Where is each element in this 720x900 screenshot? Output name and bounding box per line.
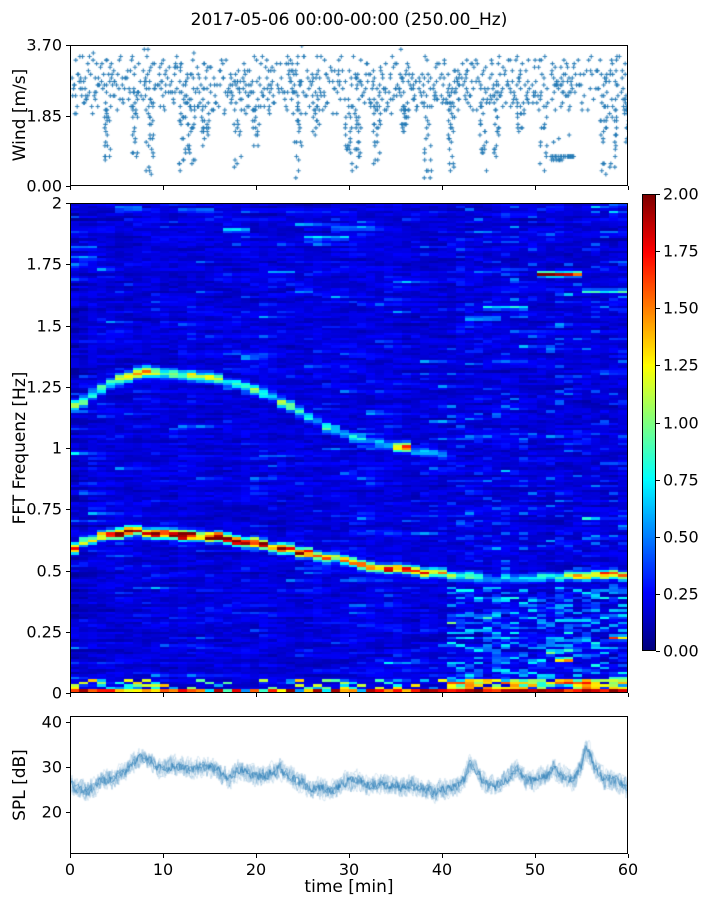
wind-x-tickmark (349, 186, 350, 190)
spectrogram-y-tick-label: 0.5 (36, 561, 62, 580)
spl-panel (70, 716, 628, 854)
wind-x-tickmark (535, 186, 536, 190)
wind-y-tick-label: 1.85 (26, 106, 62, 125)
spl-x-tickmark (349, 854, 350, 858)
wind-x-tickmark (628, 186, 629, 190)
spectrogram-y-tick-label: 0.75 (26, 499, 62, 519)
spectrogram-x-tickmark (256, 693, 257, 697)
spl-y-tick-label: 40 (41, 712, 62, 732)
x-axis-label: time [min] (304, 877, 394, 897)
wind-y-tick-label: 3.70 (26, 35, 62, 55)
spectrogram-y-tickmark (66, 325, 70, 327)
spl-x-tick-label: 50 (524, 860, 546, 879)
spl-y-tick-label: 30 (41, 757, 62, 777)
colorbar-tickmark (656, 251, 660, 253)
spl-x-tickmark (535, 854, 536, 858)
spectrogram-y-tick-label: 1.25 (26, 377, 62, 397)
colorbar-tickmark (656, 422, 660, 424)
spl-x-tick-label: 0 (64, 860, 76, 879)
spectrogram-x-tickmark (349, 693, 350, 697)
figure-title: 2017-05-06 00:00-00:00 (250.00_Hz) (190, 10, 508, 30)
spectrogram-x-tickmark (442, 693, 443, 697)
spectrogram-y-tickmark (66, 509, 70, 511)
colorbar-canvas (643, 195, 655, 650)
wind-y-tickmark (66, 186, 70, 187)
colorbar-tickmark (656, 479, 660, 481)
spl-x-tick-label: 20 (245, 860, 267, 879)
colorbar-tickmark (656, 194, 660, 195)
colorbar-tickmark (656, 536, 660, 538)
spl-y-tickmark (66, 812, 70, 814)
spectrogram-y-tickmark (66, 203, 70, 204)
spectrogram-y-tick-label: 2 (51, 193, 62, 213)
colorbar-tick-label: 1.00 (663, 413, 699, 432)
colorbar-tickmark (656, 308, 660, 310)
colorbar (642, 194, 656, 651)
spl-y-tickmark (66, 766, 70, 768)
wind-y-tick-label: 0.00 (26, 176, 62, 196)
wind-y-tickmark (66, 115, 70, 117)
spl-x-tickmark (628, 854, 629, 858)
wind-x-tickmark (256, 186, 257, 190)
spectrogram-y-tick-label: 1 (51, 438, 62, 458)
spl-x-tick-label: 60 (617, 860, 639, 879)
spl-x-tick-label: 30 (338, 860, 360, 879)
spectrogram-y-tick-label: 1.5 (36, 316, 62, 335)
colorbar-tickmark (656, 593, 660, 595)
spectrogram-panel (70, 203, 628, 693)
spl-x-tick-label: 40 (431, 860, 453, 879)
spectrogram-y-tickmark (66, 631, 70, 633)
colorbar-tick-label: 1.25 (663, 355, 699, 375)
spectrogram-y-tickmark (66, 264, 70, 266)
colorbar-tick-label: 0.75 (663, 470, 699, 490)
spectrogram-x-tickmark (535, 693, 536, 697)
spl-y-tick-label: 20 (41, 802, 62, 822)
spectrogram-x-tickmark (70, 693, 71, 697)
spectrogram-y-tickmark (66, 570, 70, 572)
colorbar-tick-label: 1.75 (663, 241, 699, 261)
spectrogram-canvas (71, 204, 627, 692)
spl-x-tickmark (70, 854, 71, 858)
spectrogram-x-tickmark (628, 693, 629, 697)
wind-panel (70, 45, 628, 186)
wind-scatter-canvas (71, 46, 627, 185)
spl-x-tickmark (256, 854, 257, 858)
wind-x-tickmark (442, 186, 443, 190)
spl-x-tick-label: 10 (152, 860, 174, 879)
spectrogram-y-tick-label: 0.25 (26, 622, 62, 642)
wind-y-tickmark (66, 45, 70, 46)
colorbar-tick-label: 0.00 (663, 641, 699, 661)
spectrogram-y-tickmark (66, 693, 70, 694)
colorbar-tickmark (656, 365, 660, 367)
spl-x-tickmark (442, 854, 443, 858)
spectrogram-y-tickmark (66, 448, 70, 449)
colorbar-tick-label: 0.25 (663, 584, 699, 604)
spl-y-tickmark (66, 721, 70, 723)
spectrogram-y-tick-label: 0 (51, 683, 62, 703)
colorbar-tickmark (656, 651, 660, 652)
colorbar-tick-label: 2.00 (663, 184, 699, 204)
wind-x-tickmark (163, 186, 164, 190)
spectrogram-y-tickmark (66, 386, 70, 388)
spectrogram-x-tickmark (163, 693, 164, 697)
colorbar-tick-label: 1.50 (663, 298, 699, 318)
colorbar-tick-label: 0.50 (663, 527, 699, 547)
spectrogram-y-tick-label: 1.75 (26, 254, 62, 274)
wind-x-tickmark (70, 186, 71, 190)
spl-line-canvas (71, 717, 627, 853)
spl-x-tickmark (163, 854, 164, 858)
